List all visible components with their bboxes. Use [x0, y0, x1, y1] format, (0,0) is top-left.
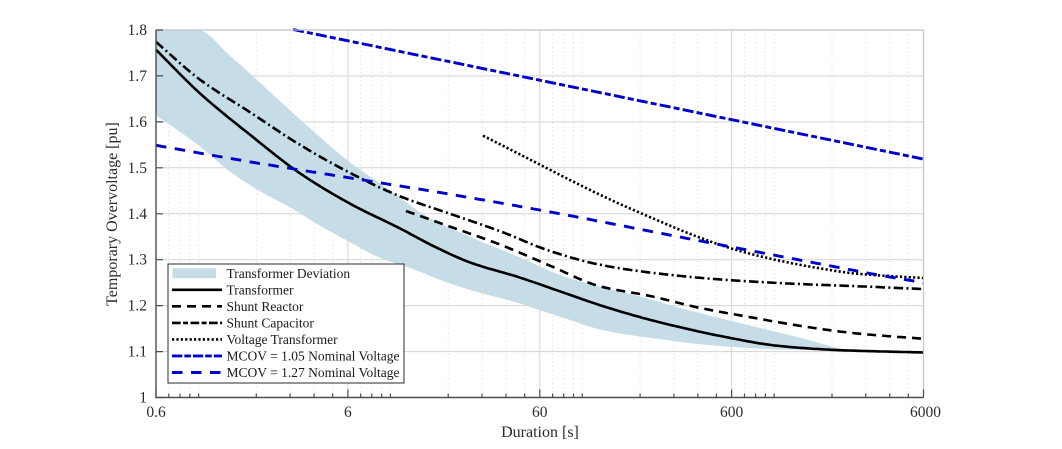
svg-text:Shunt Capacitor: Shunt Capacitor — [227, 316, 315, 331]
svg-text:6: 6 — [344, 404, 352, 421]
svg-text:Voltage Transformer: Voltage Transformer — [227, 332, 339, 347]
svg-text:1.1: 1.1 — [128, 344, 147, 361]
svg-text:1.2: 1.2 — [128, 298, 147, 315]
svg-text:1.8: 1.8 — [128, 22, 148, 39]
svg-text:6000: 6000 — [910, 404, 941, 421]
svg-text:1.7: 1.7 — [128, 68, 148, 85]
svg-text:60: 60 — [532, 404, 548, 421]
svg-text:1.5: 1.5 — [128, 160, 148, 177]
svg-text:Duration [s]: Duration [s] — [501, 424, 579, 441]
svg-text:1.3: 1.3 — [128, 252, 148, 269]
svg-text:1.4: 1.4 — [128, 206, 148, 223]
svg-text:MCOV = 1.05 Nominal Voltage: MCOV = 1.05 Nominal Voltage — [227, 349, 400, 364]
svg-text:0.6: 0.6 — [146, 404, 166, 421]
svg-text:Temporary Overvoltage [pu]: Temporary Overvoltage [pu] — [104, 122, 121, 306]
svg-text:MCOV = 1.27 Nominal Voltage: MCOV = 1.27 Nominal Voltage — [227, 365, 400, 380]
svg-text:600: 600 — [720, 404, 744, 421]
svg-text:1.6: 1.6 — [128, 114, 148, 131]
svg-text:Transformer Deviation: Transformer Deviation — [227, 266, 351, 281]
svg-text:1: 1 — [139, 390, 147, 407]
svg-text:Transformer: Transformer — [227, 282, 294, 297]
svg-text:Shunt Reactor: Shunt Reactor — [227, 299, 304, 314]
